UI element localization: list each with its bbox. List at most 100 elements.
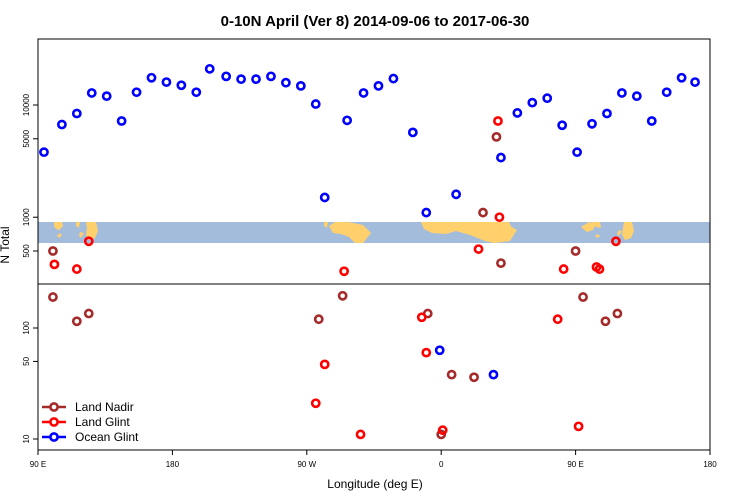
upper-y-tick-label: 1000 [22, 208, 31, 226]
land-nadir-point [313, 314, 324, 325]
ocean-glint-point [71, 108, 82, 119]
lower-y-tick-label: 10 [22, 434, 31, 443]
ocean-glint-point [101, 91, 112, 102]
lower-y-tick-label: 100 [22, 321, 31, 335]
ocean-glint-point [191, 87, 202, 98]
legend-marker-ocean-glint [49, 432, 59, 442]
ocean-glint-point [602, 108, 612, 119]
land-nadir-point [337, 290, 348, 301]
land-nadir-point [478, 207, 488, 218]
land-glint-point [416, 312, 427, 323]
ocean-glint-point [542, 93, 553, 104]
ocean-glint-point [204, 63, 215, 74]
ocean-glint-point [587, 118, 597, 129]
map-land [54, 222, 634, 243]
ocean-glint-point [236, 74, 246, 85]
ocean-glint-point [251, 74, 261, 85]
ocean-glint-point [488, 369, 499, 380]
land-glint-point [49, 259, 60, 270]
ocean-glint-point [176, 80, 187, 91]
ocean-glint-point [280, 77, 291, 88]
ocean-glint-point [496, 152, 506, 163]
ocean-glint-point [388, 73, 399, 84]
ocean-glint-point [221, 71, 232, 82]
land-glint-point [355, 429, 366, 440]
land-glint-point [473, 244, 484, 254]
ocean-glint-point [295, 80, 306, 91]
land-nadir-point [446, 369, 457, 380]
y-axis-title: N Total [0, 226, 12, 263]
upper-y-tick-label: 5000 [22, 129, 31, 147]
ocean-glint-point [358, 88, 369, 98]
ocean-glint-point [373, 80, 384, 91]
axes: 90 E 180 90 W 0 90 E 180 10 50 100 500 1000 5000 100… [22, 93, 717, 469]
land-nadir-point [496, 258, 506, 269]
ocean-glint-point [512, 108, 523, 118]
land-nadir-point [570, 246, 581, 256]
land-glint-point [573, 421, 584, 432]
ocean-glint-point [131, 87, 142, 98]
x-tick-label: 90 W [297, 460, 316, 469]
legend-marker-land-nadir [49, 402, 59, 412]
ocean-glint-point [527, 97, 538, 108]
ocean-glint-point [116, 116, 127, 126]
legend-label-land-nadir: Land Nadir [75, 400, 134, 414]
land-nadir-point [600, 316, 611, 327]
upper-y-tick-label: 10000 [22, 93, 31, 116]
land-glint-point [611, 236, 621, 247]
land-glint-point [558, 264, 569, 274]
land-glint-point [421, 347, 432, 358]
ocean-glint-point [421, 207, 432, 218]
legend-label-ocean-glint: Ocean Glint [75, 430, 139, 444]
land-glint-point [494, 212, 505, 223]
land-glint-point [552, 314, 563, 325]
land-glint-point [437, 425, 448, 436]
ocean-glint-point [266, 71, 276, 82]
ocean-glint-point [451, 189, 462, 200]
ocean-glint-point [310, 99, 321, 109]
lower-panel-frame [37, 283, 711, 451]
land-nadir-point [71, 316, 82, 327]
ocean-glint-point [86, 88, 97, 98]
ocean-glint-point [616, 88, 627, 98]
upper-y-tick-label: 500 [22, 244, 31, 258]
ocean-glint-point [631, 91, 642, 102]
ocean-glint-point [39, 147, 49, 158]
ocean-glint-point [56, 119, 67, 130]
lower-y-tick-label: 50 [22, 356, 31, 365]
x-axis-title: Longitude (deg E) [327, 477, 422, 491]
ocean-glint-point [342, 115, 353, 126]
ocean-glint-point [557, 120, 568, 131]
map-ocean [38, 222, 710, 243]
ocean-glint-point [319, 192, 330, 203]
land-nadir-point [469, 372, 479, 383]
land-nadir-point [491, 131, 502, 142]
x-tick-label: 90 E [567, 460, 583, 469]
ocean-glint-point [676, 72, 687, 83]
x-tick-label: 180 [166, 460, 180, 469]
x-tick-label: 90 E [30, 460, 46, 469]
x-tick-label: 0 [439, 460, 444, 469]
chart-title: 0-10N April (Ver 8) 2014-09-06 to 2017-0… [221, 13, 530, 30]
ocean-glint-point [661, 87, 672, 98]
ocean-glint-point [161, 77, 172, 87]
land-glint-point [594, 264, 605, 274]
legend-label-land-glint: Land Glint [75, 415, 130, 429]
land-nadir-point [48, 246, 58, 256]
ocean-glint-point [434, 345, 445, 356]
x-tick-label: 180 [703, 460, 717, 469]
ocean-glint-point [146, 72, 157, 83]
ocean-glint-point [690, 77, 700, 87]
legend-marker-land-glint [49, 417, 59, 427]
land-glint-point [319, 359, 330, 370]
land-glint-point [83, 236, 94, 247]
land-glint-point [71, 264, 82, 274]
land-nadir-point [83, 308, 94, 319]
land-nadir-point [578, 292, 588, 302]
land-glint-point [339, 266, 350, 277]
ocean-glint-point [572, 147, 582, 158]
land-nadir-point [612, 308, 623, 319]
